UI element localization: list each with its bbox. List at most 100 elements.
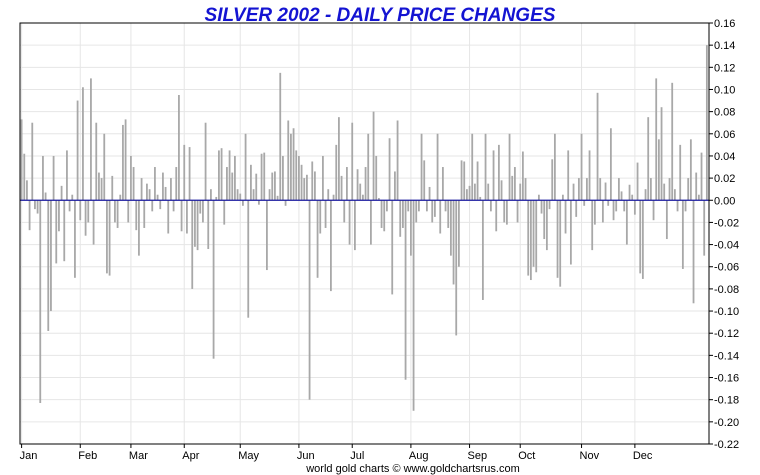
bar bbox=[468, 185, 471, 201]
bar bbox=[172, 200, 175, 212]
bar bbox=[633, 200, 636, 215]
bar bbox=[529, 200, 532, 281]
bar bbox=[191, 200, 194, 289]
bar bbox=[577, 178, 580, 201]
bar bbox=[244, 133, 247, 201]
bar bbox=[452, 200, 455, 285]
bar bbox=[636, 162, 639, 201]
bar bbox=[700, 152, 703, 201]
bar bbox=[631, 194, 634, 201]
bar bbox=[681, 200, 684, 269]
bar bbox=[247, 200, 250, 318]
bar bbox=[140, 178, 143, 201]
bar bbox=[159, 200, 162, 210]
bar bbox=[58, 200, 60, 232]
bar bbox=[255, 173, 258, 201]
bar bbox=[220, 148, 223, 201]
bar bbox=[511, 175, 514, 201]
bar bbox=[660, 107, 663, 201]
bar bbox=[138, 200, 140, 256]
bar bbox=[327, 189, 330, 201]
bar bbox=[154, 167, 156, 201]
y-tick-label: 0.06 bbox=[714, 129, 735, 141]
bar bbox=[540, 200, 543, 214]
bar bbox=[223, 200, 226, 225]
bar bbox=[106, 200, 108, 274]
bar bbox=[356, 169, 359, 201]
bar bbox=[146, 183, 148, 201]
bar bbox=[124, 119, 127, 201]
bar bbox=[362, 194, 364, 201]
bar bbox=[628, 184, 631, 201]
bar bbox=[164, 186, 167, 201]
bar bbox=[394, 171, 396, 201]
bar bbox=[441, 167, 444, 201]
y-tick-label: -0.02 bbox=[714, 217, 739, 229]
bar bbox=[103, 133, 106, 201]
bar bbox=[175, 167, 178, 201]
bar bbox=[66, 150, 68, 201]
bar bbox=[199, 200, 202, 214]
bar bbox=[625, 200, 628, 245]
bar bbox=[561, 194, 564, 201]
x-axis-tick-labels: Jan Feb Mar Apr May Jun Jul Aug Sep Oct Nov Dec bbox=[20, 450, 653, 462]
bar bbox=[567, 150, 570, 201]
bar bbox=[615, 200, 618, 212]
y-tick-label: -0.22 bbox=[714, 439, 739, 451]
bar bbox=[647, 117, 650, 201]
bar bbox=[596, 92, 599, 201]
bar bbox=[231, 172, 234, 201]
bar bbox=[215, 196, 218, 201]
bar bbox=[564, 200, 567, 234]
y-tick-label: 0.16 bbox=[714, 18, 735, 30]
bar bbox=[449, 200, 452, 256]
bar bbox=[399, 200, 402, 237]
bar bbox=[439, 200, 442, 234]
bar bbox=[689, 139, 692, 201]
y-tick-label: 0.10 bbox=[714, 84, 735, 96]
bar bbox=[575, 200, 578, 217]
bar bbox=[410, 200, 412, 256]
y-tick-label: -0.14 bbox=[714, 350, 739, 362]
bar bbox=[673, 189, 676, 201]
bar bbox=[151, 200, 154, 212]
bar bbox=[372, 111, 375, 201]
bar bbox=[412, 200, 415, 411]
bar bbox=[340, 175, 343, 201]
bar bbox=[34, 200, 36, 210]
bar bbox=[260, 153, 263, 201]
x-tick-label: Jun bbox=[297, 450, 315, 462]
bar bbox=[148, 189, 151, 201]
bar bbox=[695, 172, 698, 201]
bar bbox=[250, 164, 252, 201]
x-tick-label: Nov bbox=[580, 450, 600, 462]
y-tick-label: -0.16 bbox=[714, 373, 739, 385]
bar bbox=[348, 200, 351, 245]
bar bbox=[551, 159, 554, 201]
bar bbox=[460, 160, 463, 201]
chart-title: SILVER 2002 - DAILY PRICE CHANGES bbox=[205, 5, 556, 26]
bar bbox=[354, 200, 356, 251]
bar bbox=[52, 155, 55, 201]
bar bbox=[383, 200, 386, 232]
bar bbox=[495, 200, 498, 232]
bar bbox=[263, 152, 266, 201]
bar bbox=[130, 155, 132, 201]
bar bbox=[364, 167, 367, 201]
bar bbox=[479, 196, 482, 201]
bar bbox=[100, 178, 103, 201]
y-tick-label: -0.08 bbox=[714, 284, 739, 296]
bar bbox=[194, 200, 196, 247]
bar bbox=[135, 200, 138, 231]
bar bbox=[583, 200, 586, 206]
bar bbox=[276, 195, 279, 201]
bar bbox=[108, 200, 111, 276]
bar bbox=[378, 198, 380, 201]
y-tick-label: 0.00 bbox=[714, 195, 735, 207]
bar bbox=[599, 178, 602, 201]
bar bbox=[258, 200, 260, 205]
bar bbox=[572, 183, 575, 201]
bar bbox=[295, 150, 298, 201]
bar bbox=[87, 200, 90, 223]
bar bbox=[585, 178, 588, 201]
